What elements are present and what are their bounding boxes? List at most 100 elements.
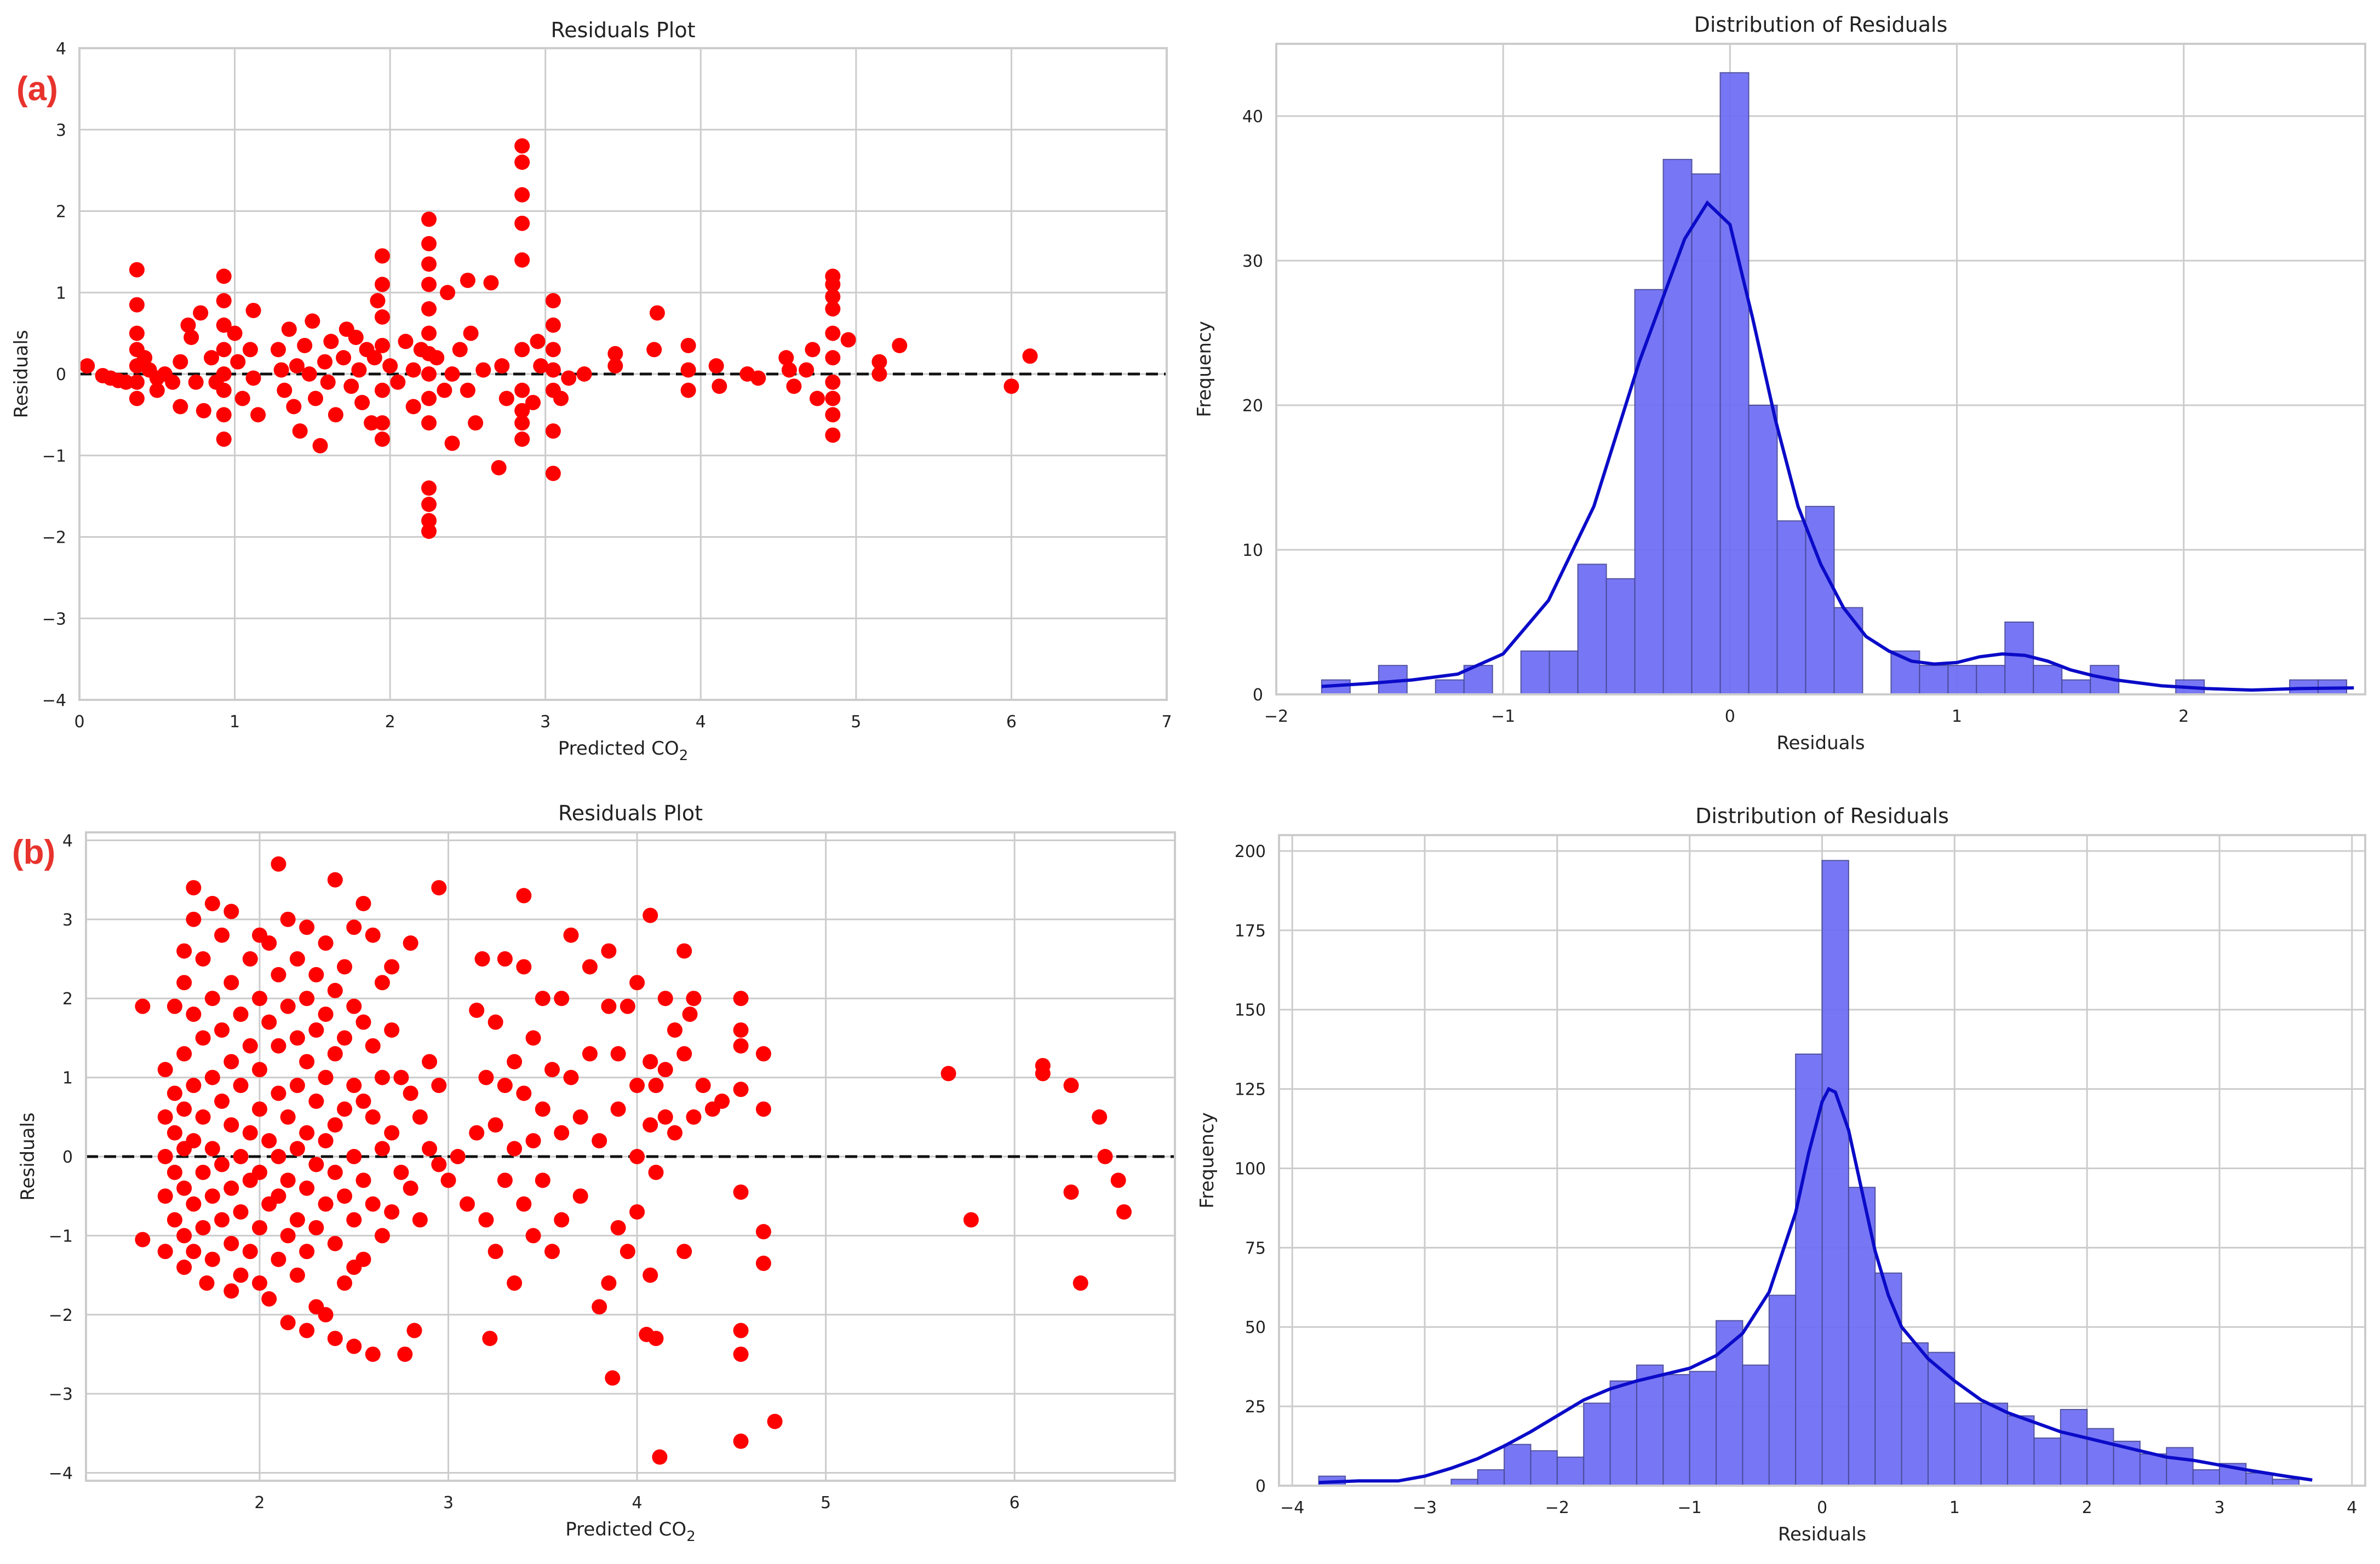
histogram-bar <box>2033 1438 2061 1487</box>
scatter-point <box>733 1346 749 1362</box>
residuals-plot-a: 0 1 2 3 4 5 6 7 −4 −3 −2 −1 0 1 2 3 4 Residuals Plot Predi… <box>10 18 1172 764</box>
scatter-point <box>514 432 530 447</box>
y-tick-label: −2 <box>42 528 66 548</box>
scatter-point <box>312 438 328 453</box>
scatter-point <box>180 317 196 333</box>
histogram-bar <box>1689 1371 1717 1486</box>
scatter-point <box>216 268 232 284</box>
scatter-point <box>657 991 673 1007</box>
scatter-point <box>494 358 510 374</box>
scatter-point <box>157 1244 173 1260</box>
scatter-point <box>516 1196 532 1212</box>
y-tick-label: 2 <box>56 203 66 222</box>
scatter-point <box>186 1244 202 1260</box>
y-tick-label: 30 <box>1242 252 1263 271</box>
scatter-point <box>460 382 475 398</box>
scatter-point <box>629 1149 645 1164</box>
y-tick-label: 20 <box>1242 396 1263 416</box>
scatter-point <box>421 524 437 539</box>
y-tick-label: 40 <box>1242 107 1263 127</box>
scatter-point <box>468 415 484 431</box>
scatter-point <box>374 1141 390 1157</box>
scatter-point <box>355 1172 371 1188</box>
scatter-point <box>474 951 490 967</box>
y-tick-label: 0 <box>56 365 66 384</box>
scatter-point <box>778 350 794 366</box>
scatter-point <box>444 366 460 382</box>
scatter-point <box>336 350 352 366</box>
scatter-point <box>318 1196 334 1212</box>
x-tick-label: 4 <box>696 712 706 732</box>
y-tick-label: 125 <box>1235 1080 1266 1100</box>
scatter-point <box>195 1030 211 1046</box>
scatter-point <box>186 1007 202 1022</box>
scatter-point <box>323 334 339 349</box>
scatter-point <box>1073 1275 1088 1291</box>
scatter-point <box>230 354 246 370</box>
scatter-point <box>525 1030 541 1046</box>
scatter-point <box>629 975 645 991</box>
scatter-point <box>195 1109 211 1125</box>
y-tick-label: 100 <box>1235 1159 1266 1178</box>
scatter-point <box>572 1109 588 1125</box>
scatter-point <box>463 325 479 341</box>
histogram-bar <box>1768 1295 1797 1487</box>
scatter-point <box>478 1212 494 1228</box>
scatter-point <box>553 390 569 406</box>
scatter-point <box>643 907 658 923</box>
scatter-point <box>514 252 530 268</box>
histogram-bar <box>2060 1408 2088 1486</box>
y-tick-label: −4 <box>42 691 66 710</box>
scatter-point <box>374 1228 390 1244</box>
axes-frame <box>1275 43 2366 695</box>
scatter-point <box>422 1054 438 1070</box>
scatter-point <box>686 1109 702 1125</box>
scatter-point <box>337 959 353 975</box>
scatter-point <box>601 1275 617 1291</box>
scatter-point <box>318 935 334 951</box>
scatter-point <box>216 382 232 398</box>
y-tick-label: −2 <box>49 1306 73 1325</box>
scatter-point <box>582 1046 598 1062</box>
x-tick-label: 3 <box>540 712 550 732</box>
scatter-point <box>135 998 151 1014</box>
scatter-point <box>299 919 315 935</box>
scatter-point <box>398 334 414 349</box>
scatter-point <box>167 1125 182 1141</box>
histogram-bar <box>1954 1402 1982 1487</box>
scatter-point <box>786 378 802 394</box>
scatter-point <box>245 370 261 386</box>
scatter-point <box>667 1125 683 1141</box>
histogram-bar <box>1833 607 1863 695</box>
scatter-point <box>337 1275 353 1291</box>
x-tick-label: 5 <box>851 712 861 732</box>
scatter-point <box>308 1093 324 1109</box>
scatter-point <box>755 1224 771 1240</box>
scatter-point <box>405 362 421 378</box>
scatter-point <box>592 1133 607 1149</box>
scatter-point <box>195 1164 211 1180</box>
scatter-point <box>431 1157 447 1172</box>
scatter-point <box>216 432 232 447</box>
scatter-point <box>280 911 296 927</box>
scatter-point <box>431 1078 447 1094</box>
x-tick-label: 1 <box>1952 707 1962 726</box>
scatter-point <box>421 256 437 272</box>
scatter-point <box>270 342 286 358</box>
histogram-bar <box>1504 1444 1532 1486</box>
y-tick-label: 0 <box>62 1148 73 1167</box>
scatter-point <box>421 325 437 341</box>
histogram-bar <box>1609 1380 1637 1487</box>
y-axis-label: Frequency <box>1196 1112 1218 1209</box>
scatter-point <box>825 350 841 366</box>
scatter-point <box>1035 1066 1051 1082</box>
scatter-point <box>460 272 475 288</box>
y-tick-label: 3 <box>62 911 73 930</box>
scatter-point <box>289 1141 305 1157</box>
scatter-point <box>251 1220 267 1235</box>
y-tick-label: 0 <box>1253 686 1263 705</box>
histogram-bar <box>1874 1272 1902 1486</box>
scatter-point <box>317 354 333 370</box>
scatter-point <box>157 1188 173 1204</box>
